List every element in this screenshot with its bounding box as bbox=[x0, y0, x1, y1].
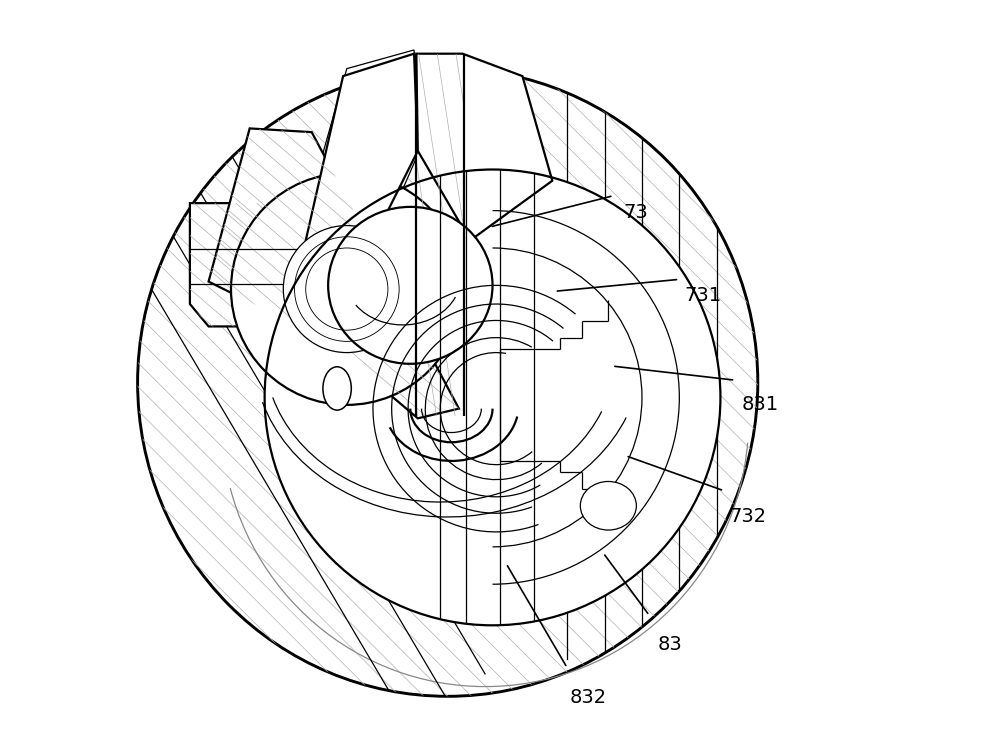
Polygon shape bbox=[190, 203, 339, 326]
Text: 732: 732 bbox=[730, 508, 767, 526]
Polygon shape bbox=[298, 50, 418, 300]
Ellipse shape bbox=[323, 367, 351, 410]
Polygon shape bbox=[416, 54, 552, 241]
Text: 731: 731 bbox=[685, 286, 722, 305]
Ellipse shape bbox=[138, 69, 758, 696]
Circle shape bbox=[265, 170, 720, 626]
Ellipse shape bbox=[328, 207, 493, 364]
Ellipse shape bbox=[580, 482, 636, 530]
Polygon shape bbox=[306, 54, 418, 271]
Polygon shape bbox=[416, 54, 464, 416]
Text: 83: 83 bbox=[658, 634, 683, 653]
Text: 831: 831 bbox=[741, 395, 779, 415]
Text: 73: 73 bbox=[624, 202, 648, 221]
Circle shape bbox=[231, 173, 463, 405]
Polygon shape bbox=[416, 50, 464, 154]
Polygon shape bbox=[209, 128, 459, 418]
Text: 832: 832 bbox=[570, 688, 607, 707]
Circle shape bbox=[283, 226, 410, 352]
